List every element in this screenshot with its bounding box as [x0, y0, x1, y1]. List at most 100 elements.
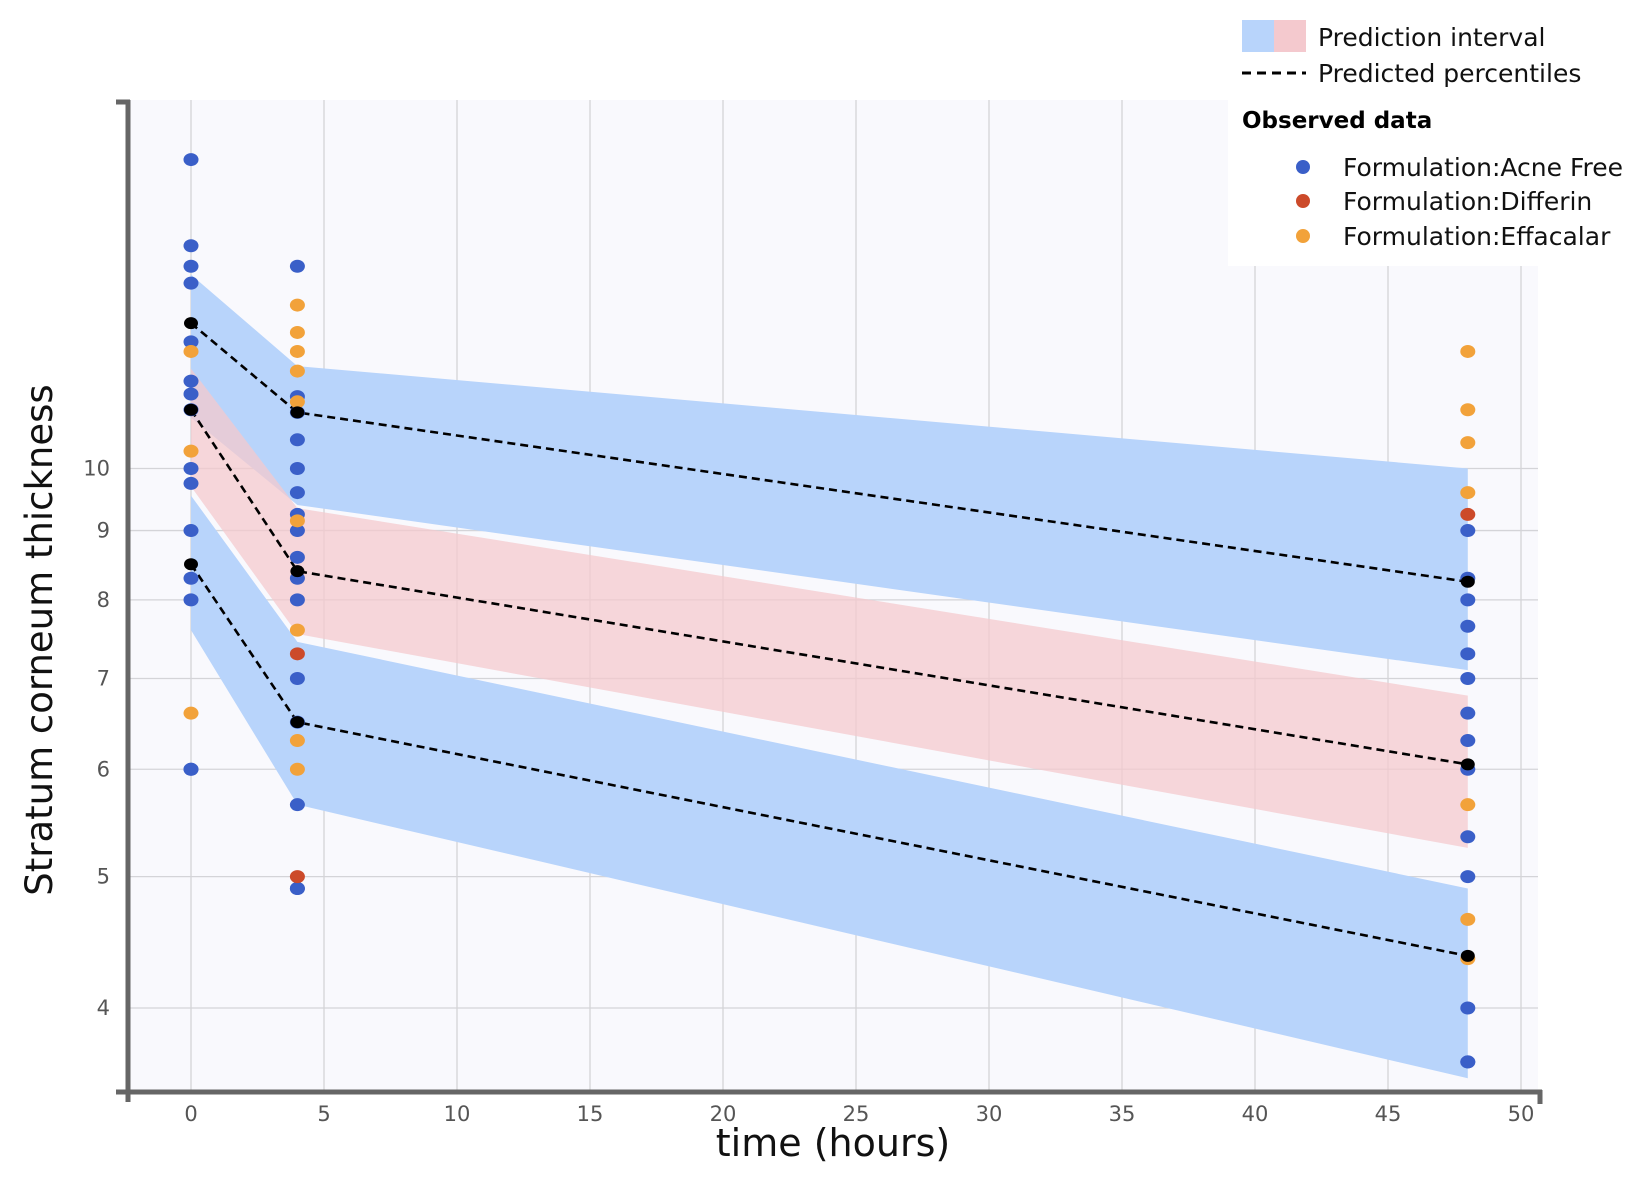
legend-swatch-blue — [1242, 20, 1274, 52]
observed-point-acne-free-30 — [289, 882, 305, 896]
legend-dot-acne-free — [1296, 160, 1310, 174]
percentile-point-6 — [1460, 575, 1475, 588]
prediction-interval-bands — [191, 274, 1468, 1079]
y-tick-label-0: 4 — [97, 996, 110, 1020]
observed-point-acne-free-15 — [289, 259, 305, 273]
observed-point-effacalar-5 — [289, 344, 305, 358]
x-tick-label-6: 30 — [976, 1102, 1003, 1126]
observed-point-effacalar-17 — [1460, 912, 1476, 926]
observed-point-effacalar-8 — [289, 514, 305, 528]
observed-point-acne-free-12 — [183, 593, 199, 607]
axes — [116, 99, 1543, 1104]
x-tick-label-8: 40 — [1242, 1102, 1269, 1126]
x-tick-label-0: 0 — [184, 1102, 197, 1126]
legend-prediction-interval-label: Prediction interval — [1318, 23, 1545, 52]
percentile-point-4 — [290, 565, 305, 578]
observed-point-acne-free-38 — [1460, 734, 1476, 748]
percentile-line-0 — [190, 322, 1468, 584]
y-tick-label-5: 9 — [97, 519, 110, 543]
observed-point-effacalar-9 — [289, 623, 305, 637]
observed-point-acne-free-9 — [183, 476, 199, 490]
observed-point-acne-free-2 — [183, 259, 199, 273]
observed-point-acne-free-3 — [183, 276, 199, 290]
observed-point-effacalar-1 — [183, 444, 199, 458]
x-axis-title: time (hours) — [716, 1121, 950, 1165]
percentile-markers — [184, 317, 1475, 962]
predicted-percentile-lines — [189, 322, 1469, 958]
observed-point-acne-free-26 — [289, 672, 305, 686]
x-tick-label-5: 25 — [843, 1102, 870, 1126]
observed-point-acne-free-36 — [1460, 672, 1476, 686]
legend-label-effacalar: Formulation:Effacalar — [1343, 222, 1611, 251]
observed-point-acne-free-10 — [183, 524, 199, 538]
observed-point-effacalar-7 — [289, 395, 305, 409]
observed-point-effacalar-11 — [289, 762, 305, 776]
observed-point-acne-free-5 — [183, 374, 199, 388]
prediction-band-lower — [191, 495, 1468, 1079]
observed-point-acne-free-1 — [183, 239, 199, 253]
observed-point-differin-0 — [289, 647, 305, 661]
y-tick-label-6: 10 — [83, 457, 110, 481]
observed-point-effacalar-15 — [1460, 486, 1476, 500]
observed-point-acne-free-37 — [1460, 706, 1476, 720]
observed-point-acne-free-40 — [1460, 830, 1476, 844]
y-tick-label-1: 5 — [97, 865, 110, 889]
observed-point-effacalar-0 — [183, 344, 199, 358]
observed-point-acne-free-20 — [289, 486, 305, 500]
observed-point-effacalar-3 — [289, 298, 305, 312]
percentile-point-0 — [184, 317, 198, 330]
observed-point-acne-free-11 — [183, 571, 199, 585]
observed-point-acne-free-6 — [183, 387, 199, 401]
observed-point-acne-free-33 — [1460, 593, 1476, 607]
observed-data-points — [183, 153, 1476, 1069]
observed-point-acne-free-44 — [1460, 1055, 1476, 1069]
y-axis-title: Stratum corneum thickness — [18, 384, 61, 895]
legend-background — [1228, 12, 1638, 266]
observed-point-acne-free-42 — [1460, 1001, 1476, 1015]
observed-point-acne-free-28 — [289, 798, 305, 812]
x-tick-label-2: 10 — [444, 1102, 471, 1126]
observed-point-differin-2 — [1460, 507, 1476, 521]
observed-point-acne-free-25 — [289, 593, 305, 607]
observed-point-acne-free-4 — [183, 335, 199, 349]
legend-dot-effacalar — [1296, 229, 1310, 243]
observed-point-effacalar-13 — [1460, 403, 1476, 417]
observed-point-effacalar-16 — [1460, 798, 1476, 812]
observed-point-acne-free-18 — [289, 433, 305, 447]
percentile-point-5 — [290, 716, 305, 729]
x-tick-label-9: 45 — [1375, 1102, 1402, 1126]
legend-label-differin: Formulation:Differin — [1343, 187, 1592, 216]
observed-point-effacalar-6 — [289, 364, 305, 378]
prediction-band-upper — [191, 274, 1468, 671]
percentile-point-1 — [184, 403, 198, 416]
y-tick-label-4: 8 — [97, 588, 110, 612]
percentile-point-3 — [290, 406, 305, 419]
observed-point-acne-free-41 — [1460, 870, 1476, 884]
x-tick-label-10: 50 — [1508, 1102, 1535, 1126]
observed-point-acne-free-31 — [1460, 524, 1476, 538]
observed-point-acne-free-22 — [289, 524, 305, 538]
x-tick-label-7: 35 — [1109, 1102, 1136, 1126]
observed-point-effacalar-12 — [1460, 344, 1476, 358]
percentile-point-7 — [1460, 758, 1475, 771]
observed-point-acne-free-23 — [289, 550, 305, 564]
percentile-point-8 — [1460, 949, 1475, 962]
y-tick-label-2: 6 — [97, 757, 110, 781]
observed-point-acne-free-8 — [183, 462, 199, 476]
observed-point-effacalar-2 — [183, 706, 199, 720]
legend-observed-heading: Observed data — [1242, 108, 1432, 134]
x-tick-label-4: 20 — [710, 1102, 737, 1126]
legend: Prediction interval Predicted percentile… — [1228, 12, 1638, 266]
x-tick-label-3: 15 — [577, 1102, 604, 1126]
legend-swatch-red — [1274, 20, 1306, 52]
observed-point-acne-free-34 — [1460, 619, 1476, 633]
prediction-band-median — [191, 368, 1468, 848]
legend-dot-differin — [1296, 194, 1310, 208]
legend-predicted-percentiles-label: Predicted percentiles — [1318, 59, 1581, 88]
observed-point-effacalar-14 — [1460, 436, 1476, 450]
observed-point-effacalar-4 — [289, 325, 305, 339]
percentile-point-2 — [184, 558, 198, 571]
observed-point-differin-1 — [289, 870, 305, 884]
